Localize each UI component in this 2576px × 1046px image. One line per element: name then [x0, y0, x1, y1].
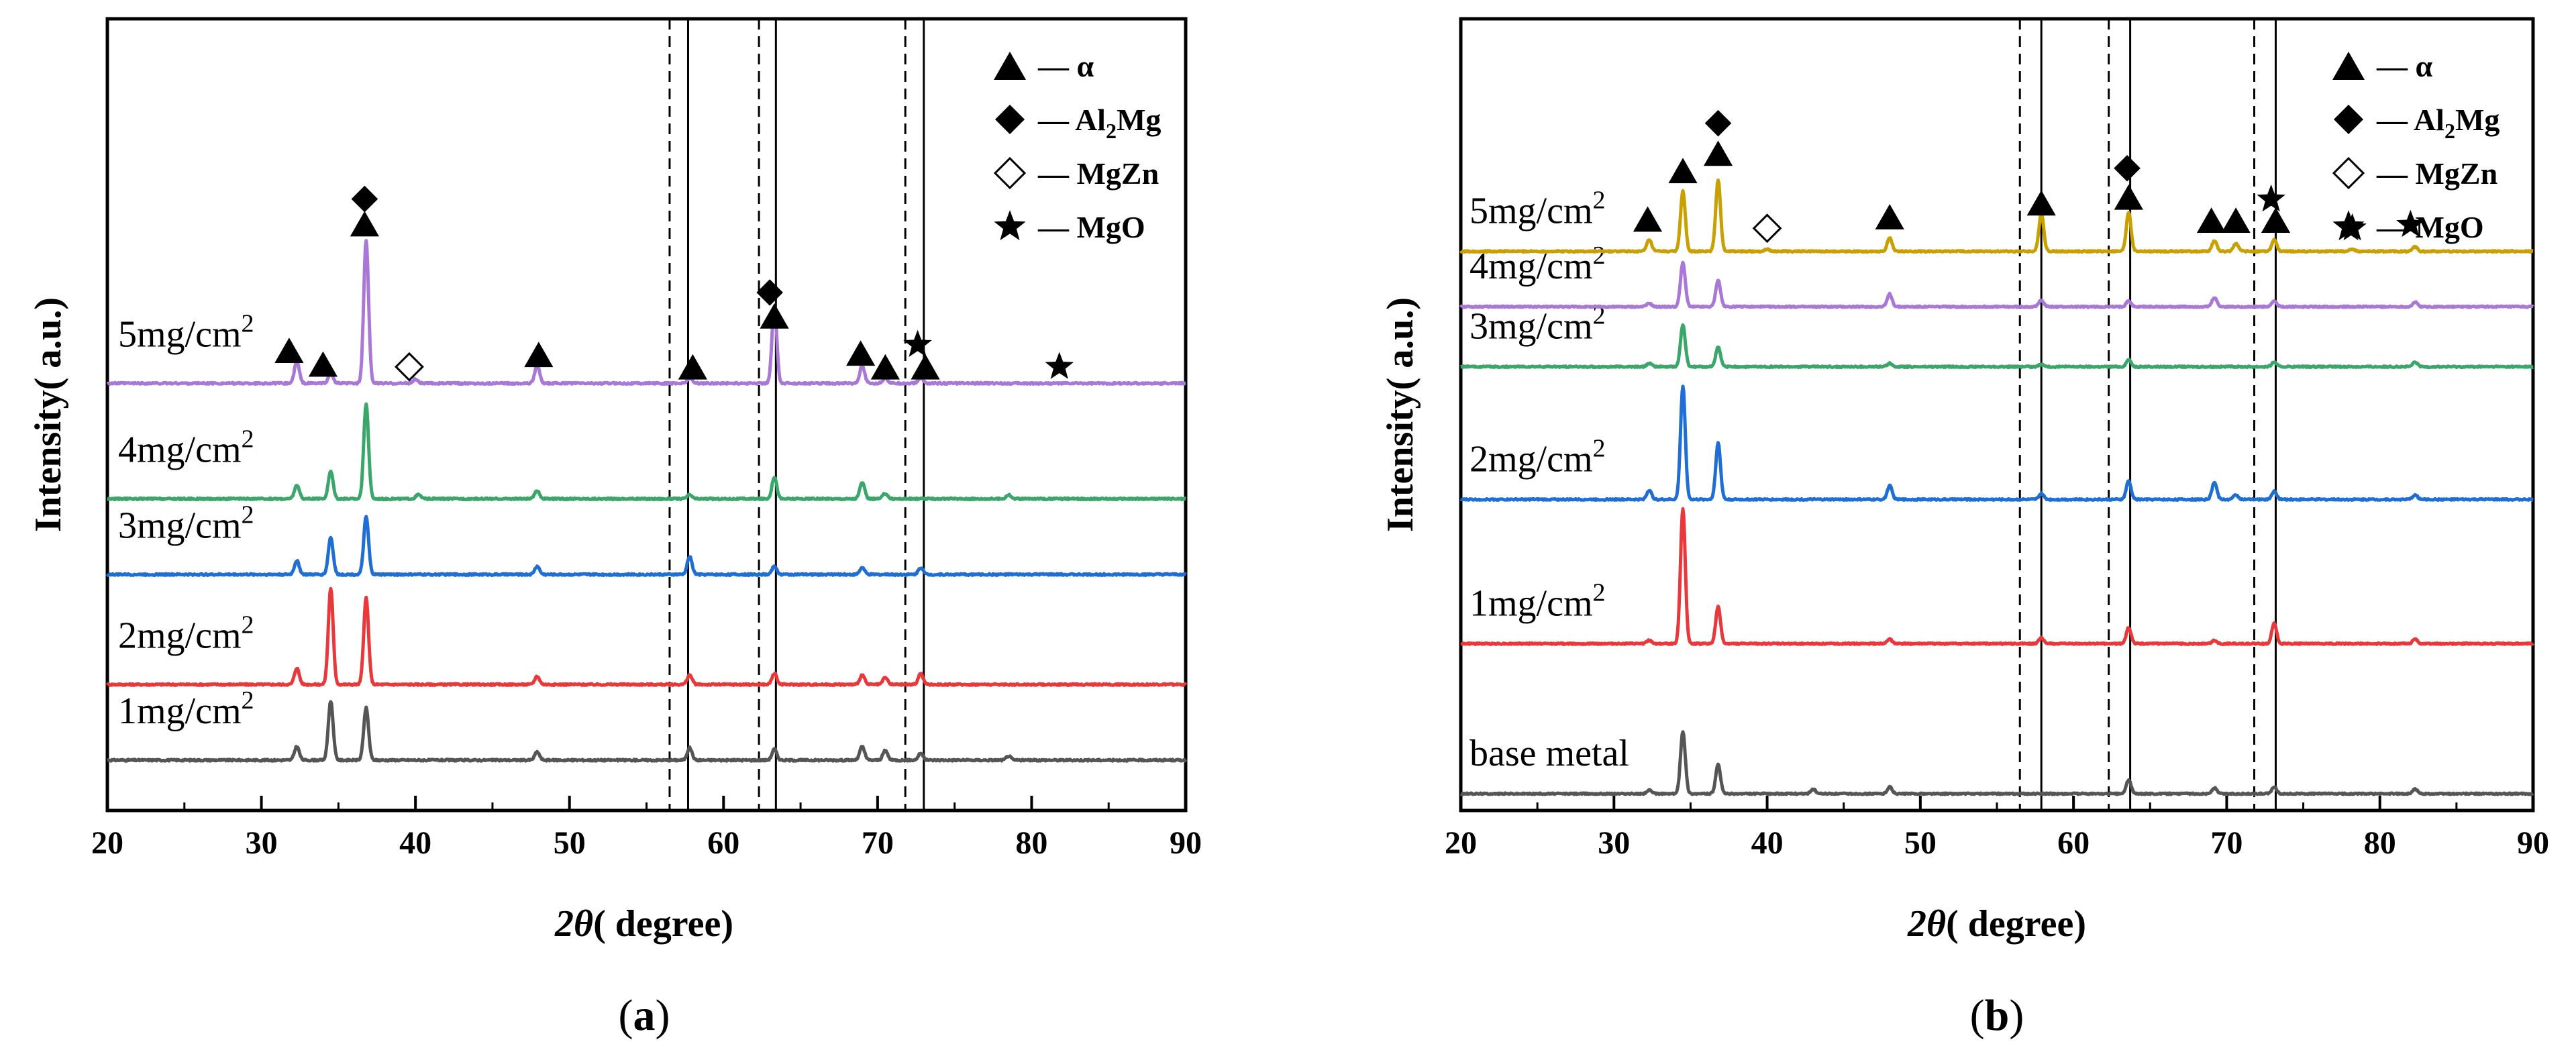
panel-a-legend-symbol-open-diamond: [993, 156, 1027, 190]
panel-a-x-tick-label: 50: [554, 825, 586, 861]
panel-a-marker-triangle: [870, 354, 900, 380]
panel-a-x-tick-label: 40: [399, 825, 431, 861]
panel-a-legend-symbol-star: [994, 210, 1026, 241]
panel-b-x-tick-label: 60: [2057, 825, 2090, 861]
panel-b-marker-star: [2257, 184, 2285, 212]
panel-b-series-line-3mg-cm2: [1459, 323, 2534, 370]
panel-b-marker-triangle: [1875, 204, 1904, 229]
panel-a-marker-triangle: [760, 303, 789, 329]
panel-a-series-label-5mg-cm2: 5mg/cm2: [118, 309, 254, 355]
panel-a-marker-open-diamond: [395, 352, 424, 382]
panel-a-marker-triangle: [846, 340, 876, 366]
panel-a-legend-symbol-diamond: [995, 105, 1025, 134]
panel-b-series-line-1mg-cm2: [1459, 507, 2534, 646]
panel-a-marker-star: [903, 329, 932, 357]
panel-a-series-line-2mg-cm2: [105, 586, 1188, 687]
panel-b-marker-triangle: [2197, 207, 2226, 233]
panel-a-chart: 2θ( degree) Intensity( a.u.) (a) 20 30 40 5…: [28, 17, 1202, 1040]
panel-a-marker-triangle: [678, 354, 707, 380]
panel-b-x-tick-label: 80: [2364, 825, 2396, 861]
panel-a-x-tick-label: 80: [1015, 825, 1047, 861]
panel-b-series-label-base-metal: base metal: [1470, 733, 1629, 774]
panel-b-marker-star: [2396, 209, 2425, 238]
panel-b-legend-label-: — α: [2376, 49, 2433, 83]
panel-a-marker-diamond: [351, 185, 378, 213]
panel-a-legend-label-al2mg: — Al2Mg: [1037, 103, 1161, 143]
panel-a-plot-frame: [105, 17, 1188, 813]
panel-b-x-tick-label: 50: [1904, 825, 1937, 861]
panel-b-caption: (b): [1970, 991, 2024, 1040]
panel-a-series-label-3mg-cm2: 3mg/cm2: [118, 501, 254, 546]
panel-a-x-tick-label: 90: [1170, 825, 1202, 861]
panel-a-series-label-2mg-cm2: 2mg/cm2: [118, 611, 254, 656]
panel-a-series-line-4mg-cm2: [106, 402, 1187, 502]
panel-b-x-tick-label: 70: [2210, 825, 2243, 861]
panel-a-caption: (a): [619, 991, 670, 1040]
panel-a-marker-diamond: [756, 279, 783, 306]
panel-b-series-line-4mg-cm2: [1459, 260, 2534, 309]
panel-a-series-label-1mg-cm2: 1mg/cm2: [118, 686, 254, 732]
panel-b-marker-diamond: [2114, 154, 2141, 182]
panel-b-y-axis-title: Intensity( a.u.): [1380, 297, 1421, 532]
panel-b-legend-symbol-diamond: [2334, 105, 2363, 134]
panel-b-x-axis-title: 2θ( degree): [1907, 903, 2086, 945]
panel-a-legend-label-mgzn: — MgZn: [1037, 156, 1159, 191]
panel-a-series-line-1mg-cm2: [106, 700, 1188, 763]
panel-a-marker-triangle: [350, 211, 379, 237]
panel-b-plot-frame: [1459, 17, 2535, 813]
panel-b-x-tick-label: 90: [2517, 825, 2549, 861]
panel-b-legend-label-mgo: — MgO: [2376, 210, 2484, 244]
panel-b-legend-symbol-triangle: [2332, 52, 2365, 80]
panel-b-x-tick-label: 20: [1445, 825, 1477, 861]
panel-a-marker-triangle: [274, 337, 304, 363]
panel-b-series-label-2mg-cm2: 2mg/cm2: [1470, 434, 1606, 480]
panel-a-x-tick-label: 30: [246, 825, 278, 861]
panel-b-marker-triangle: [1668, 158, 1698, 184]
panel-b-marker-triangle: [2261, 207, 2291, 233]
panel-a-x-axis-title: 2θ( degree): [554, 903, 733, 945]
panel-b-legend-symbol-star: [2332, 210, 2365, 241]
panel-a-x-tick-label: 60: [707, 825, 739, 861]
panel-a-y-axis-title: Intensity( a.u.): [28, 297, 69, 532]
panel-a-x-tick-label: 20: [91, 825, 123, 861]
panel-b-series-line-base-metal: [1459, 730, 2534, 796]
panel-b-marker-triangle: [2114, 184, 2143, 210]
panel-b-marker-diamond: [1704, 109, 1732, 137]
panel-b-series-line-2mg-cm2: [1459, 384, 2534, 502]
panel-a-marker-star: [1045, 352, 1074, 379]
panel-a-series-label-4mg-cm2: 4mg/cm2: [118, 425, 254, 471]
panel-b-marker-triangle: [2026, 190, 2056, 216]
panel-a-marker-triangle: [524, 342, 554, 368]
panel-b-series-label-5mg-cm2: 5mg/cm2: [1470, 187, 1606, 232]
panel-b-series-line-5mg-cm2: [1459, 178, 2534, 254]
panel-b-chart: 2θ( degree) Intensity( a.u.) (b) 20 30 40 5…: [1380, 17, 2549, 1040]
panel-b-marker-triangle: [1633, 206, 1663, 232]
panel-a-marker-triangle: [911, 354, 940, 380]
panel-a-legend-symbol-triangle: [994, 52, 1026, 80]
panel-b-legend-symbol-open-diamond: [2332, 156, 2365, 190]
panel-a-series-line-3mg-cm2: [105, 515, 1187, 577]
panel-a-series-line-5mg-cm2: [106, 239, 1187, 386]
panel-b-x-tick-label: 40: [1751, 825, 1784, 861]
panel-b-x-tick-label: 30: [1598, 825, 1630, 861]
panel-a-marker-triangle: [308, 351, 338, 377]
panel-b-series-label-4mg-cm2: 4mg/cm2: [1470, 242, 1606, 287]
panel-b-legend-label-mgzn: — MgZn: [2376, 156, 2497, 191]
panel-b-legend-label-al2mg: — Al2Mg: [2376, 103, 2500, 143]
panel-a-legend-label-: — α: [1037, 49, 1094, 83]
panel-a-x-tick-label: 70: [862, 825, 894, 861]
panel-b-series-label-1mg-cm2: 1mg/cm2: [1470, 578, 1606, 624]
panel-a-legend-label-mgo: — MgO: [1037, 210, 1145, 244]
panel-b-series-label-3mg-cm2: 3mg/cm2: [1470, 302, 1606, 348]
panel-b-marker-triangle: [1703, 140, 1733, 166]
panel-b-marker-open-diamond: [1752, 213, 1782, 244]
panel-b-marker-triangle: [2221, 207, 2251, 233]
